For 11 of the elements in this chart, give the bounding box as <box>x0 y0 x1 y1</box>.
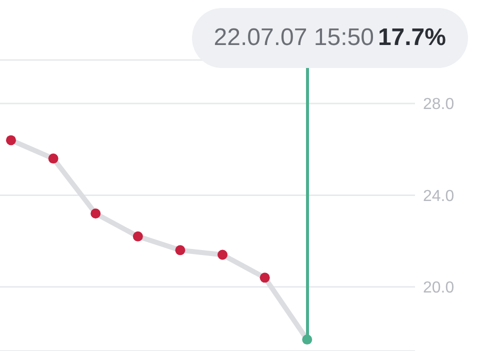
text: 22.07.07 15:50 17.7% <box>214 24 446 52</box>
y-tick-label: 24.0 <box>423 188 454 205</box>
point <box>260 272 270 283</box>
point <box>175 245 186 256</box>
y-tick-label: 20.0 <box>423 280 454 297</box>
point <box>6 135 16 146</box>
y-tick-label: 28.0 <box>423 96 454 114</box>
point <box>90 208 101 219</box>
point <box>218 250 228 260</box>
point <box>132 231 143 242</box>
point <box>48 154 58 164</box>
